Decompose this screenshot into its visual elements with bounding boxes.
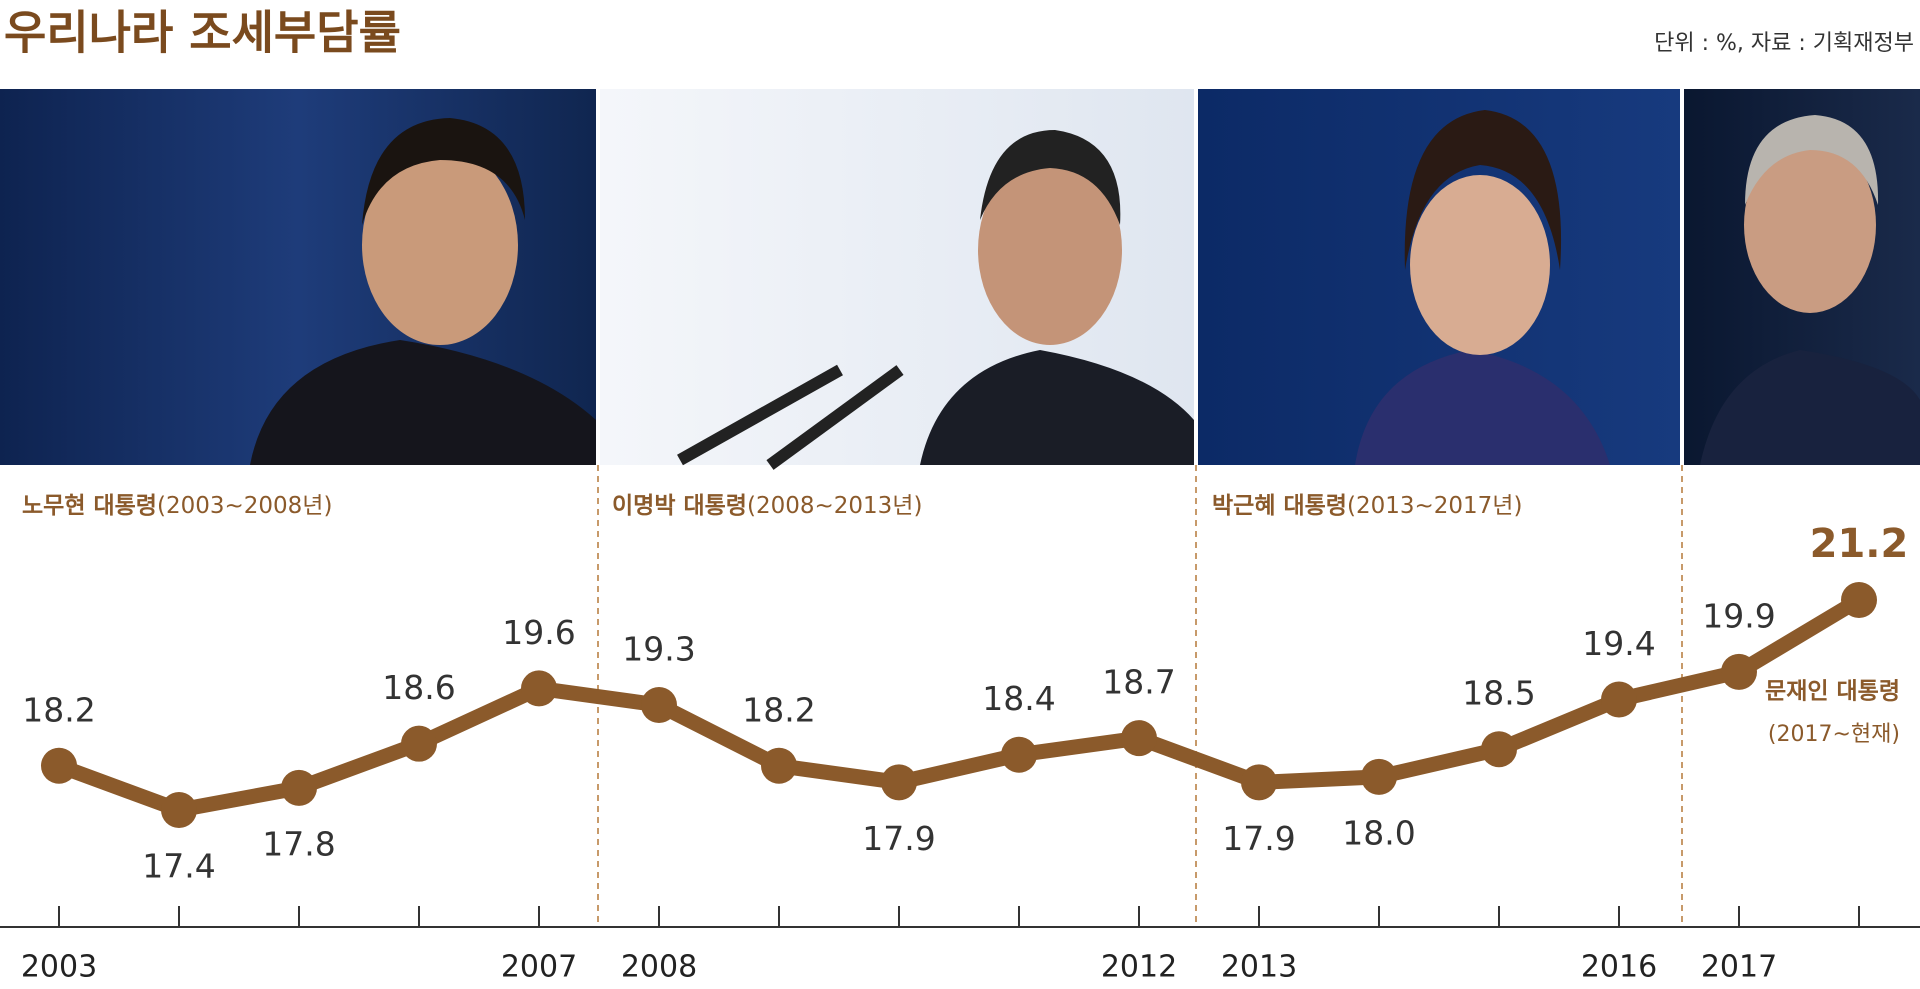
data-point bbox=[881, 764, 917, 801]
x-tick-label: 2007 bbox=[501, 950, 577, 985]
data-label: 18.0 bbox=[1342, 813, 1415, 852]
president-name: 문재인 대통령 bbox=[1765, 679, 1900, 705]
president-period: (2017~현재) bbox=[1768, 722, 1900, 747]
data-point bbox=[1121, 720, 1157, 757]
data-label: 18.6 bbox=[382, 668, 455, 707]
data-point bbox=[641, 687, 677, 723]
president-label: 박근혜 대통령(2013~2017년) bbox=[1212, 493, 1522, 519]
data-point bbox=[1481, 731, 1517, 768]
data-label: 17.4 bbox=[142, 847, 215, 886]
data-label: 19.3 bbox=[622, 630, 695, 669]
data-label: 19.4 bbox=[1582, 624, 1655, 663]
source-note: 단위 : %, 자료 : 기획재정부 bbox=[1654, 31, 1914, 56]
data-label: 18.4 bbox=[982, 679, 1055, 718]
data-label: 17.8 bbox=[262, 824, 335, 863]
data-point bbox=[161, 792, 197, 828]
president-label: 이명박 대통령(2008~2013년) bbox=[612, 493, 922, 519]
x-tick-label: 2003 bbox=[21, 950, 97, 985]
data-label: 17.9 bbox=[1222, 819, 1295, 858]
x-tick-label: 2008 bbox=[621, 950, 697, 985]
data-point bbox=[1721, 653, 1757, 690]
data-point bbox=[1841, 582, 1877, 618]
x-tick-label: 2016 bbox=[1581, 950, 1657, 985]
data-point bbox=[521, 670, 557, 707]
data-point bbox=[401, 725, 437, 762]
data-label: 19.6 bbox=[502, 613, 575, 652]
president-name: 이명박 대통령 bbox=[612, 493, 747, 519]
x-tick-label: 2013 bbox=[1221, 950, 1297, 985]
president-period: (2008~2013년) bbox=[747, 493, 922, 519]
president-name: 박근혜 대통령 bbox=[1212, 493, 1347, 519]
x-tick-label: 2012 bbox=[1101, 950, 1177, 985]
chart-title: 우리나라 조세부담률 bbox=[4, 6, 401, 60]
president-name: 노무현 대통령 bbox=[22, 493, 157, 519]
photo-strip bbox=[0, 89, 1920, 470]
data-point bbox=[1601, 681, 1637, 718]
data-point bbox=[1241, 764, 1277, 801]
data-line bbox=[56, 593, 1863, 818]
data-point bbox=[1361, 758, 1397, 795]
data-label: 18.2 bbox=[22, 690, 95, 729]
data-label: 18.5 bbox=[1462, 674, 1535, 713]
data-label: 17.9 bbox=[862, 819, 935, 858]
president-period: (2013~2017년) bbox=[1347, 493, 1522, 519]
data-point bbox=[1001, 736, 1037, 773]
data-label: 19.9 bbox=[1702, 596, 1775, 635]
data-label: 18.2 bbox=[742, 690, 815, 729]
data-point bbox=[281, 769, 317, 806]
data-point bbox=[761, 747, 797, 784]
data-point bbox=[41, 747, 77, 784]
x-tick-label: 2017 bbox=[1701, 950, 1777, 985]
data-label: 21.2 bbox=[1810, 521, 1909, 567]
president-period: (2003~2008년) bbox=[157, 493, 332, 519]
data-label: 18.7 bbox=[1102, 663, 1175, 702]
president-label: 노무현 대통령(2003~2008년) bbox=[22, 493, 332, 519]
